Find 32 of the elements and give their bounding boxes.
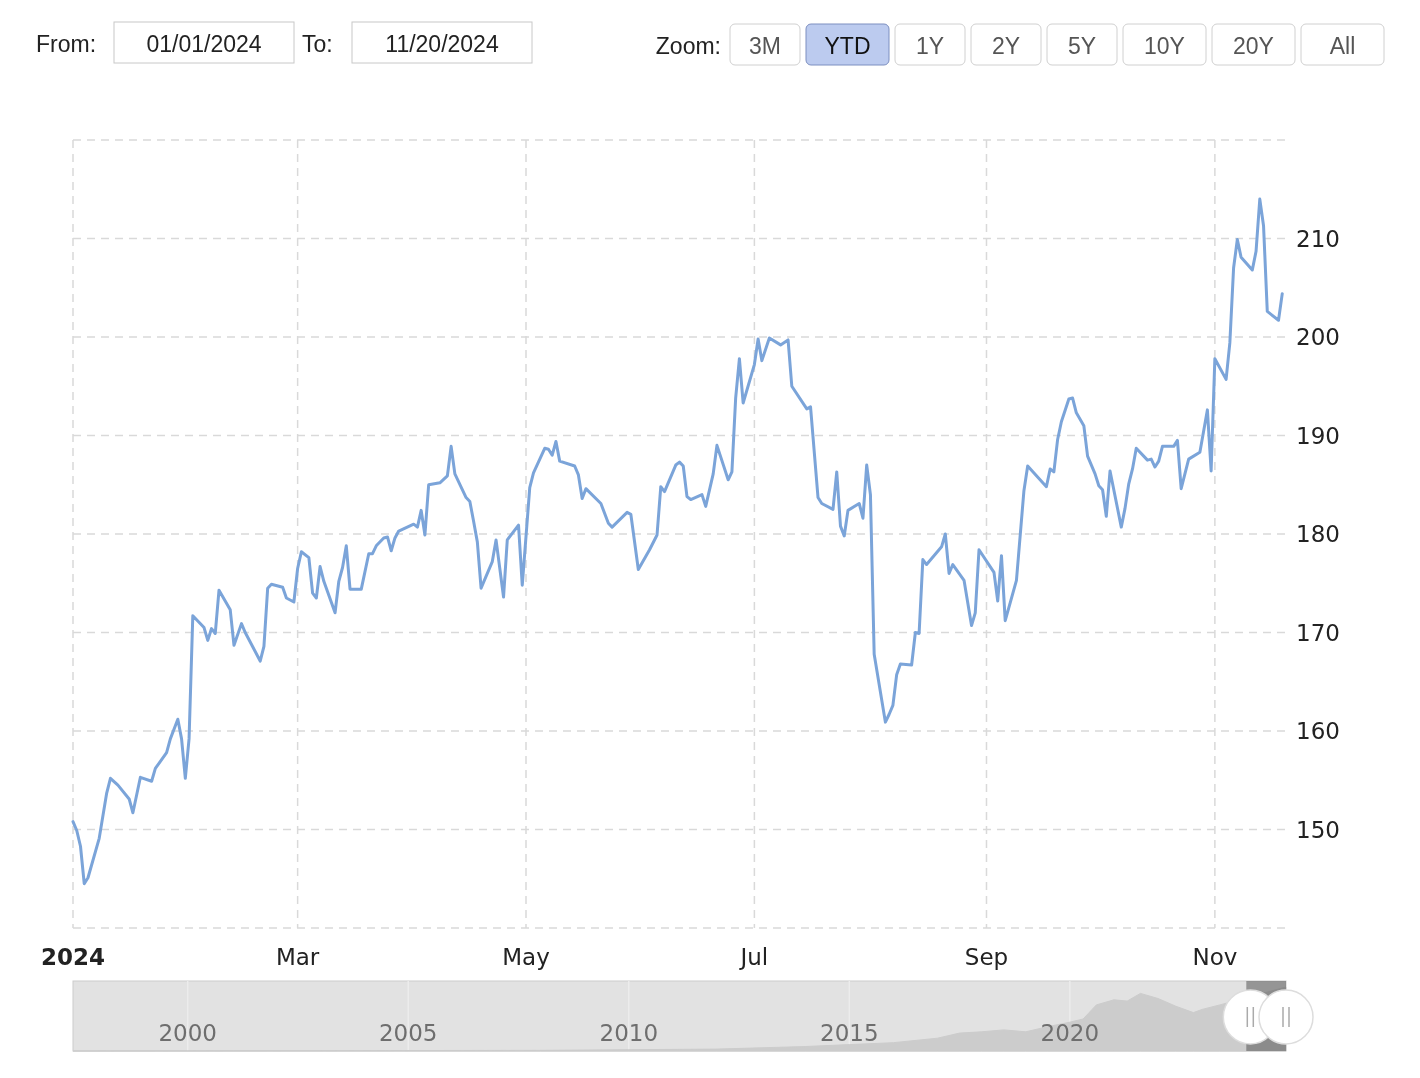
x-tick-label: Mar xyxy=(275,944,320,970)
x-tick-label: May xyxy=(502,944,550,970)
x-tick-label: Nov xyxy=(1192,944,1238,970)
x-tick-label: Jul xyxy=(738,944,769,970)
x-tick-label: 2024 xyxy=(40,944,106,970)
zoom-button: 5Y xyxy=(1046,23,1118,66)
text: To: xyxy=(302,31,333,57)
zoom-button: All xyxy=(1300,23,1385,66)
zoom-button: 2Y xyxy=(970,23,1042,66)
line-series xyxy=(71,197,1284,886)
y-tick-label: 200 xyxy=(1296,324,1340,350)
zoom-button: YTD xyxy=(805,23,890,66)
x-tick-label: 2005 xyxy=(378,1020,438,1046)
x-tick-label: 2020 xyxy=(1040,1020,1100,1046)
zoom-button: 3M xyxy=(729,23,801,66)
zoom-button: 20Y xyxy=(1211,23,1296,66)
date-field: 01/01/2024 xyxy=(113,21,295,64)
date-field: 11/20/2024 xyxy=(351,21,533,64)
y-tick-label: 150 xyxy=(1296,816,1340,843)
x-tick-label: 2010 xyxy=(599,1020,659,1046)
x-tick-label: 2000 xyxy=(158,1020,217,1046)
x-tick-label: Sep xyxy=(964,944,1009,970)
y-tick-label: 180 xyxy=(1296,521,1340,547)
text: From: xyxy=(36,31,97,57)
y-tick-label: 190 xyxy=(1296,422,1340,449)
zoom-button: 10Y xyxy=(1122,23,1207,66)
text: Zoom: xyxy=(655,33,721,59)
y-tick-label: 170 xyxy=(1296,619,1340,646)
zoom-button: 1Y xyxy=(894,23,966,66)
x-tick-label: 2015 xyxy=(820,1020,879,1046)
y-tick-label: 210 xyxy=(1296,225,1340,252)
y-tick-label: 160 xyxy=(1296,718,1340,744)
